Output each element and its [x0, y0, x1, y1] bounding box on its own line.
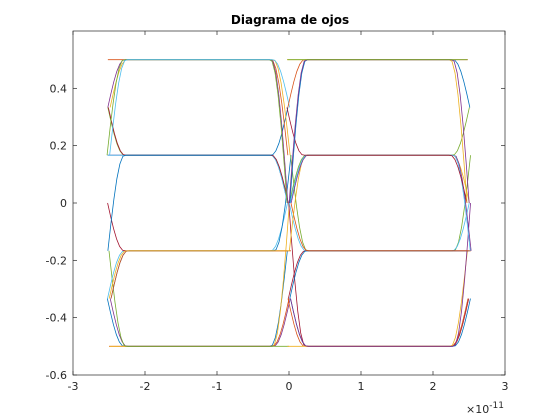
x-tick-label: 3 — [502, 380, 509, 393]
eye-trace — [108, 250, 289, 347]
x-tick-label: -2 — [140, 380, 151, 393]
y-tick-label: -0.2 — [46, 254, 67, 267]
x-tick-label: 1 — [358, 380, 365, 393]
chart-title: Diagrama de ojos — [231, 13, 349, 27]
x-axis-exponent: ×10-11 — [466, 401, 504, 416]
eye-traces — [106, 59, 472, 347]
x-tick-label: -3 — [68, 380, 79, 393]
x-tick-label: 2 — [430, 380, 437, 393]
y-tick-label: -0.4 — [46, 312, 67, 325]
x-tick-label: 0 — [286, 380, 293, 393]
x-axis-exponent-base: ×10 — [466, 403, 489, 416]
axes: -3 -2 -1 0 1 2 3 -0.6 -0.4 -0.2 0 0.2 0.4 — [46, 30, 509, 393]
eye-trace — [107, 107, 289, 251]
eye-trace — [286, 107, 468, 204]
y-tick-label: -0.6 — [46, 369, 67, 382]
eye-trace — [290, 202, 471, 347]
eye-trace — [109, 59, 291, 156]
y-tick-label: 0 — [60, 197, 67, 210]
x-tick-label: -1 — [212, 380, 223, 393]
x-axis-exponent-power: -11 — [489, 401, 504, 411]
y-tick-label: 0.4 — [50, 82, 68, 95]
eye-trace — [290, 202, 471, 252]
y-tick-label: 0.2 — [50, 140, 68, 153]
eye-trace — [108, 250, 290, 299]
